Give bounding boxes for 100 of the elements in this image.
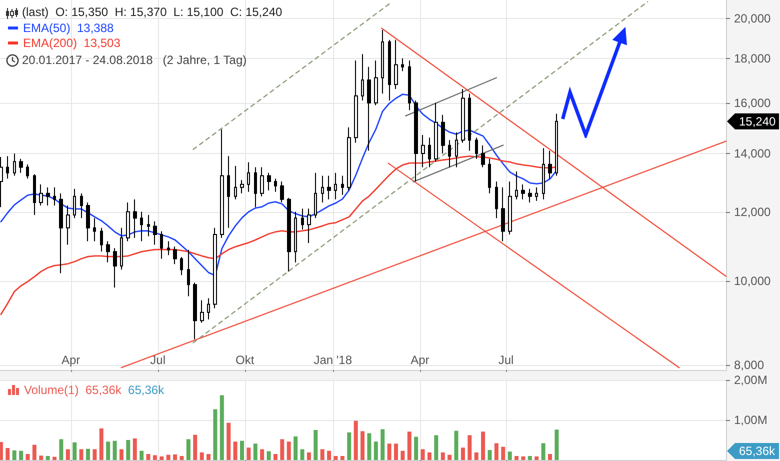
bar <box>126 440 130 460</box>
bar <box>226 422 231 460</box>
bar <box>119 449 124 460</box>
candlestick <box>260 166 264 197</box>
bar <box>260 449 264 460</box>
bar <box>26 454 30 460</box>
bar <box>320 449 324 460</box>
candlestick <box>481 144 485 168</box>
bar <box>59 439 64 460</box>
candlestick <box>301 208 304 230</box>
bar <box>541 443 546 460</box>
candlestick <box>361 54 364 102</box>
bar <box>460 448 465 460</box>
candlestick <box>307 208 311 244</box>
bar <box>440 452 445 460</box>
y-tick-label: 2,00M <box>734 373 768 387</box>
candlestick <box>374 60 378 106</box>
candlestick <box>535 186 538 202</box>
bar <box>52 456 57 460</box>
y-tick-label: 1,00M <box>734 413 768 427</box>
candlestick <box>287 197 291 272</box>
bar <box>280 439 284 460</box>
legend-label: EMA(200) <box>23 36 78 50</box>
candlestick <box>508 180 512 236</box>
bar <box>300 449 304 460</box>
bar <box>528 456 532 460</box>
bar <box>521 456 526 460</box>
bar <box>374 442 378 460</box>
bar <box>448 454 452 460</box>
candlestick <box>240 180 244 194</box>
candlestick <box>448 140 451 168</box>
bar <box>266 451 271 460</box>
y-tick-label: 20,000 <box>734 11 772 26</box>
candlestick <box>200 300 204 324</box>
candlestick <box>401 58 404 72</box>
bar <box>387 444 392 460</box>
candlestick <box>548 150 552 180</box>
candlestick <box>59 192 63 274</box>
bar <box>0 442 3 460</box>
candlestick <box>187 249 190 297</box>
candlestick <box>126 202 130 242</box>
candlestick <box>408 60 411 111</box>
candlestick <box>234 165 237 200</box>
annotation: 13,388 <box>77 21 114 35</box>
candlestick <box>428 137 431 168</box>
bar <box>554 430 559 460</box>
candlestick <box>528 188 532 203</box>
candlestick <box>334 172 337 200</box>
candlestick <box>133 198 137 238</box>
bar <box>99 428 104 460</box>
bar <box>468 435 472 460</box>
bar <box>32 444 36 460</box>
x-tick-label: Jul <box>150 353 166 367</box>
candlestick <box>341 175 344 196</box>
bar <box>367 433 372 460</box>
y-tick-label: 10,000 <box>734 274 772 288</box>
candlestick <box>321 175 324 203</box>
candlestick <box>93 218 96 242</box>
candlestick <box>521 184 525 200</box>
text: 20.01.2017 - 24.08.2018 (2 Jahre, 1 Tag) <box>22 53 247 67</box>
candlestick <box>227 156 230 228</box>
bar <box>233 442 238 460</box>
bar <box>294 436 298 460</box>
bar <box>146 454 150 460</box>
candlestick <box>100 227 103 252</box>
candlestick <box>254 166 257 208</box>
candlestick <box>461 88 465 144</box>
bar <box>347 432 352 460</box>
candlestick <box>441 114 445 154</box>
candlestick <box>106 240 110 263</box>
candlestick <box>180 256 183 276</box>
candlestick <box>193 282 197 340</box>
candlestick <box>207 298 210 320</box>
annotation: 13,503 <box>84 36 121 50</box>
bar <box>173 454 178 460</box>
bar <box>79 449 84 460</box>
bar <box>400 450 405 460</box>
bar <box>354 420 358 460</box>
bar <box>240 440 244 460</box>
candlestick <box>488 158 491 194</box>
x-tick-label: Apr <box>61 353 80 367</box>
text: 65,36k <box>739 444 776 458</box>
bar <box>19 450 24 460</box>
bar <box>514 456 519 460</box>
bar <box>481 432 486 460</box>
bar <box>66 449 70 460</box>
candlestick <box>73 188 76 219</box>
bar <box>286 442 291 460</box>
candlestick <box>6 156 9 180</box>
candlestick <box>501 186 505 242</box>
candlestick <box>414 100 418 182</box>
bar <box>488 450 492 460</box>
bar <box>434 435 438 460</box>
x-tick-label: Okt <box>236 353 255 367</box>
x-tick-label: Jul <box>498 353 514 367</box>
bar <box>86 448 90 460</box>
bar <box>273 454 278 460</box>
bar <box>474 452 478 460</box>
bar <box>327 450 332 460</box>
candlestick <box>86 202 90 242</box>
